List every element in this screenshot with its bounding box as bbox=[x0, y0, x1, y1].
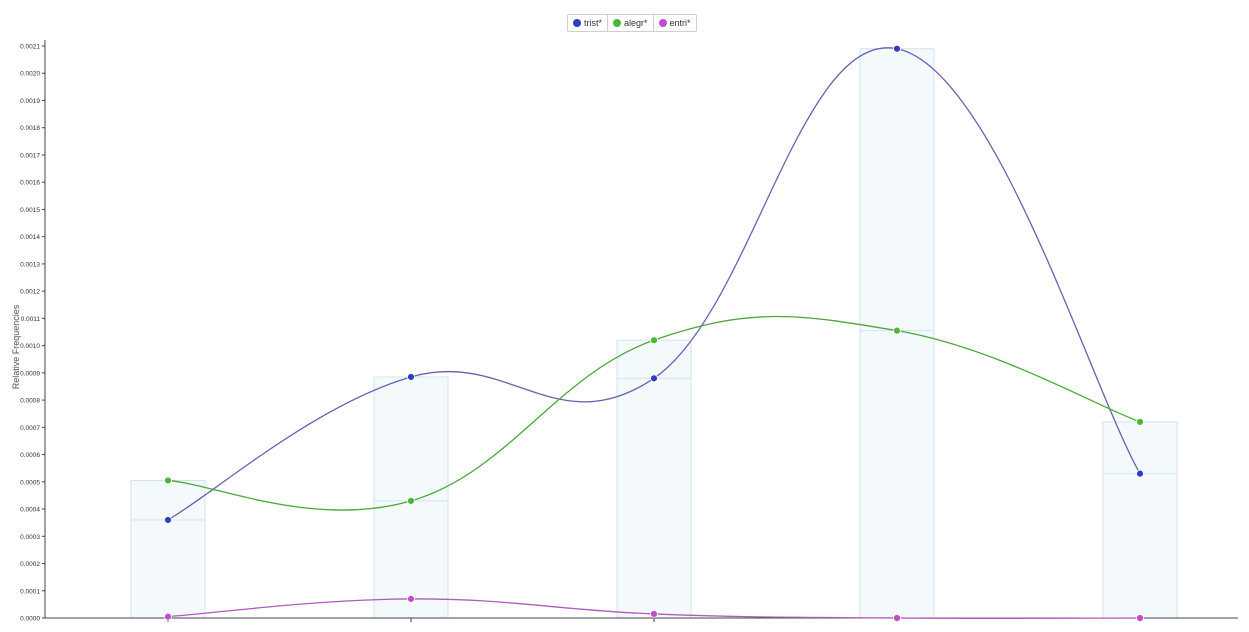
y-tick-label-0: 0.0000 bbox=[20, 616, 40, 623]
legend-label-trist: trist* bbox=[584, 18, 602, 28]
point-alegr-1 bbox=[407, 496, 415, 505]
series-line-trist bbox=[167, 47, 1141, 521]
y-tick-label-7: 0.0007 bbox=[20, 425, 40, 432]
legend-dot-entri bbox=[658, 19, 667, 27]
legend-dot-alegr bbox=[613, 19, 621, 27]
y-tick-label-5: 0.0005 bbox=[20, 479, 40, 486]
y-tick-label-19: 0.0019 bbox=[20, 98, 40, 105]
point-entri-3 bbox=[893, 614, 901, 622]
y-tick-label-16: 0.0016 bbox=[20, 180, 40, 187]
point-entri-2 bbox=[650, 610, 658, 618]
point-alegr-4 bbox=[1136, 417, 1144, 426]
y-tick-label-21: 0.0021 bbox=[20, 44, 40, 51]
y-tick-label-15: 0.0015 bbox=[20, 207, 40, 214]
y-tick-label-9: 0.0009 bbox=[20, 370, 40, 377]
bar-max-4 bbox=[1102, 421, 1178, 619]
point-entri-1 bbox=[407, 595, 415, 603]
point-trist-4 bbox=[1136, 469, 1144, 478]
point-entri-0 bbox=[164, 612, 172, 621]
y-tick-label-11: 0.0011 bbox=[21, 316, 41, 323]
legend-item-entri[interactable]: entri* bbox=[652, 15, 696, 31]
y-tick-label-20: 0.0020 bbox=[20, 71, 40, 78]
y-tick-label-12: 0.0012 bbox=[20, 289, 40, 296]
point-trist-0 bbox=[164, 516, 172, 524]
point-trist-3 bbox=[893, 44, 901, 53]
y-tick-label-6: 0.0006 bbox=[20, 452, 40, 459]
y-axis-title: Relative Frequencies bbox=[11, 304, 21, 390]
y-tick-label-2: 0.0002 bbox=[20, 561, 40, 568]
y-tick-label-13: 0.0013 bbox=[20, 261, 40, 268]
point-alegr-3 bbox=[893, 326, 901, 335]
legend-label-alegr: alegr* bbox=[624, 18, 648, 28]
point-trist-1 bbox=[407, 373, 415, 381]
y-tick-label-14: 0.0014 bbox=[20, 234, 40, 241]
y-tick-label-1: 0.0001 bbox=[20, 588, 40, 595]
y-tick-label-8: 0.0008 bbox=[20, 398, 40, 405]
legend-item-trist[interactable]: trist* bbox=[568, 15, 607, 31]
point-trist-2 bbox=[650, 374, 658, 383]
y-tick-label-10: 0.0010 bbox=[20, 343, 40, 350]
y-tick-label-17: 0.0017 bbox=[20, 152, 40, 159]
legend-dot-trist bbox=[573, 19, 581, 27]
y-tick-label-18: 0.0018 bbox=[20, 125, 40, 132]
legend-item-alegr[interactable]: alegr* bbox=[607, 15, 653, 31]
point-alegr-2 bbox=[650, 336, 658, 345]
legend: trist* alegr* entri* bbox=[567, 14, 697, 32]
y-tick-label-4: 0.0004 bbox=[20, 507, 40, 514]
point-alegr-0 bbox=[164, 476, 172, 485]
point-entri-4 bbox=[1136, 614, 1144, 622]
bar-max-0 bbox=[130, 479, 206, 619]
legend-label-entri: entri* bbox=[669, 18, 691, 28]
y-tick-label-3: 0.0003 bbox=[20, 534, 40, 541]
